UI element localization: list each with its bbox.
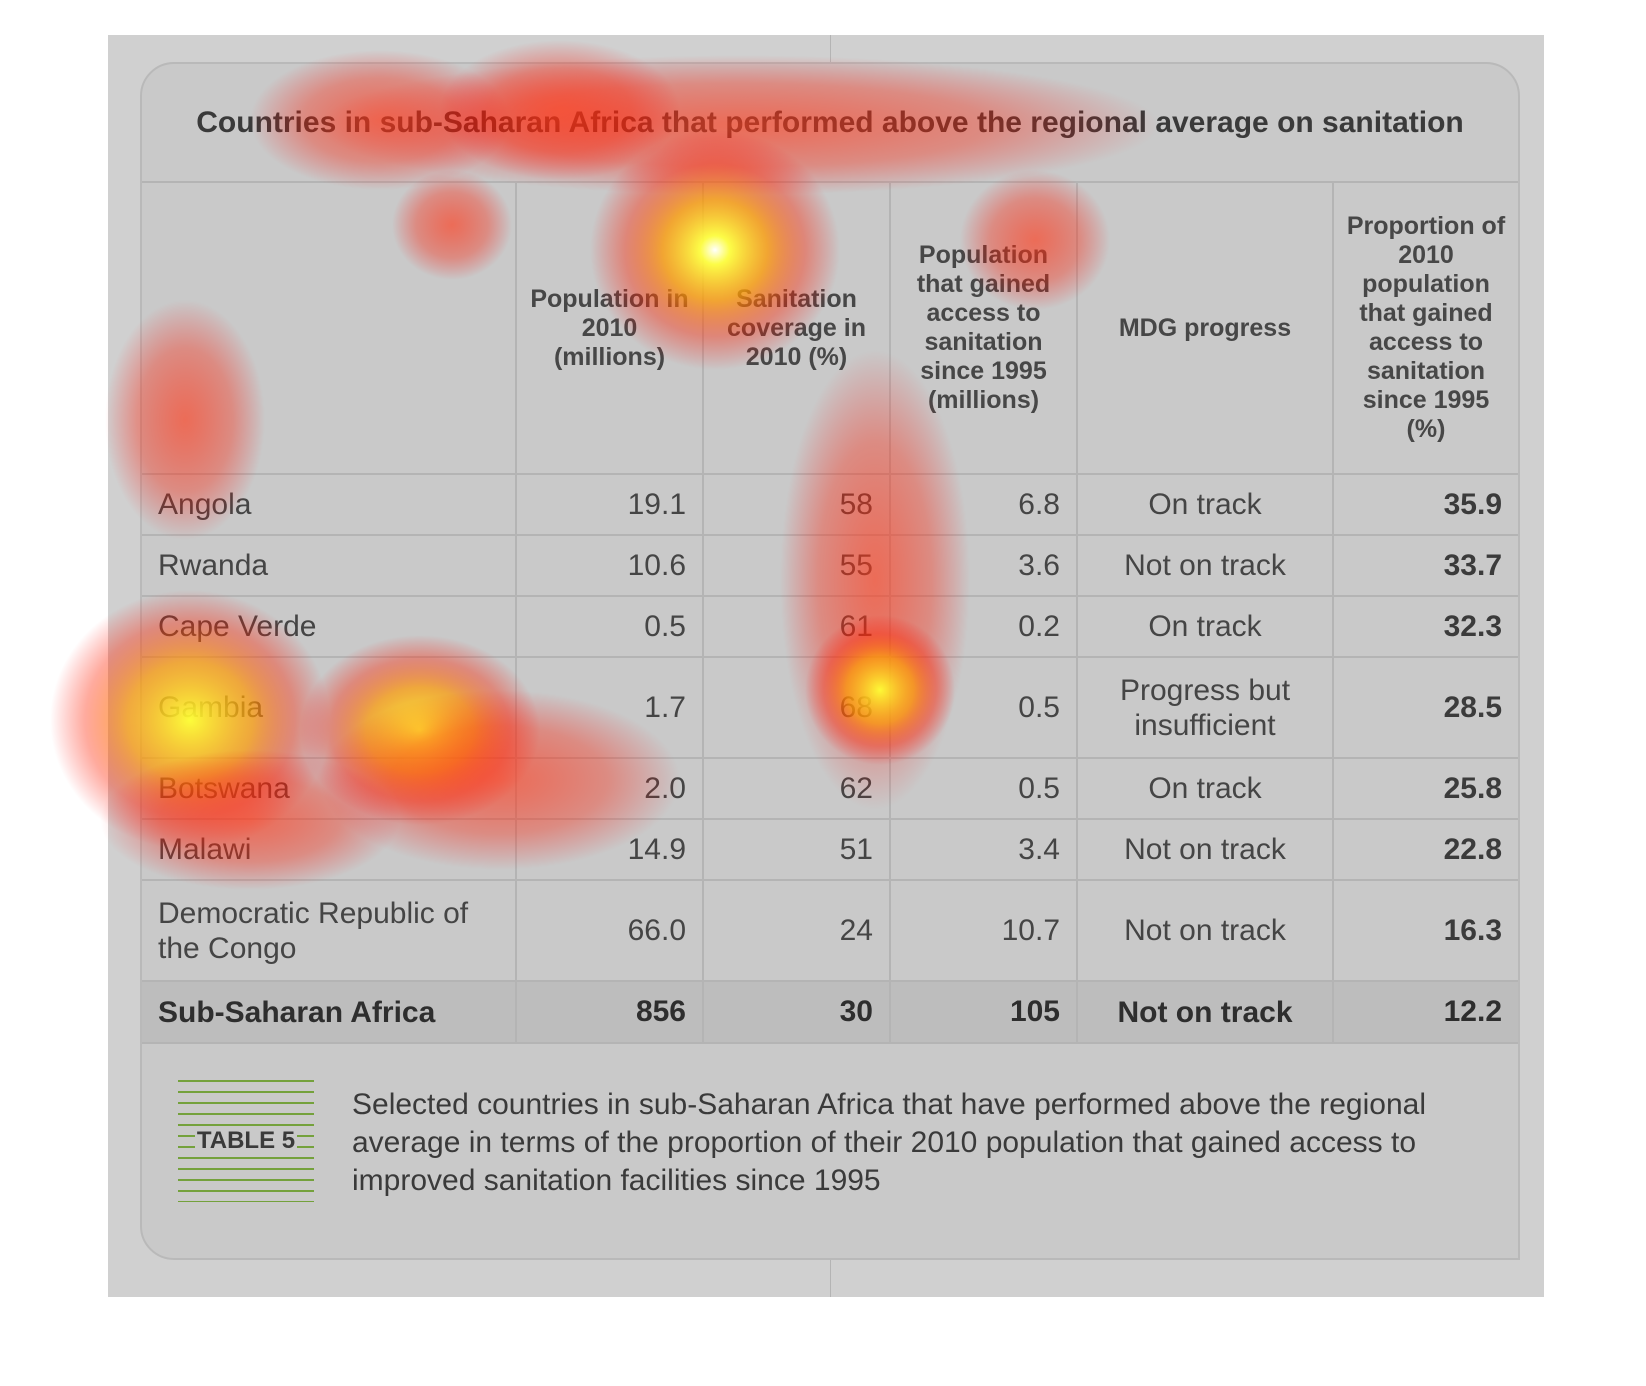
table-row: Botswana 2.0 62 0.5 On track 25.8 [142,757,1518,820]
population-cell: 0.5 [515,595,704,658]
proportion-cell: 28.5 [1332,656,1518,759]
country-cell: Malawi [142,818,517,881]
mdg-cell: Not on track [1076,879,1334,982]
mdg-cell: Progress but insufficient [1076,656,1334,759]
mdg-cell: Not on track [1076,818,1334,881]
country-cell: Democratic Republic of the Congo [142,879,517,982]
caption-area: TABLE 5 Selected countries in sub-Sahara… [142,1044,1518,1239]
column-header-population: Population in 2010 (millions) [515,183,704,475]
proportion-cell: 25.8 [1332,757,1518,820]
gained-cell: 0.5 [889,757,1078,820]
gained-cell: 3.6 [889,534,1078,597]
gained-cell: 0.5 [889,656,1078,759]
total-row: Sub-Saharan Africa 856 30 105 Not on tra… [142,980,1518,1044]
mdg-cell: Not on track [1076,534,1334,597]
gained-cell: 3.4 [889,818,1078,881]
population-cell: 66.0 [515,879,704,982]
gained-cell: 10.7 [889,879,1078,982]
total-coverage-cell: 30 [702,980,891,1044]
proportion-cell: 32.3 [1332,595,1518,658]
column-header-coverage: Sanitation coverage in 2010 (%) [702,183,891,475]
table-row: Gambia 1.7 68 0.5 Progress but insuffici… [142,656,1518,759]
table-row: Angola 19.1 58 6.8 On track 35.9 [142,473,1518,536]
population-cell: 19.1 [515,473,704,536]
table-title: Countries in sub-Saharan Africa that per… [142,64,1518,183]
coverage-cell: 61 [702,595,891,658]
column-header-gained: Population that gained access to sanitat… [889,183,1078,475]
sanitation-table: Population in 2010 (millions) Sanitation… [142,183,1518,1044]
population-cell: 10.6 [515,534,704,597]
total-region-cell: Sub-Saharan Africa [142,980,517,1044]
coverage-cell: 68 [702,656,891,759]
table-row: Rwanda 10.6 55 3.6 Not on track 33.7 [142,534,1518,597]
proportion-cell: 33.7 [1332,534,1518,597]
coverage-cell: 55 [702,534,891,597]
population-cell: 2.0 [515,757,704,820]
proportion-cell: 16.3 [1332,879,1518,982]
total-gained-cell: 105 [889,980,1078,1044]
country-cell: Botswana [142,757,517,820]
column-header-proportion: Proportion of 2010 population that gaine… [1332,183,1518,475]
population-cell: 14.9 [515,818,704,881]
population-cell: 1.7 [515,656,704,759]
table-card: Countries in sub-Saharan Africa that per… [140,62,1520,1260]
coverage-cell: 51 [702,818,891,881]
country-cell: Angola [142,473,517,536]
table-label-badge: TABLE 5 [178,1080,314,1202]
gained-cell: 6.8 [889,473,1078,536]
proportion-cell: 22.8 [1332,818,1518,881]
coverage-cell: 24 [702,879,891,982]
column-header-country [142,183,517,475]
total-mdg-cell: Not on track [1076,980,1334,1044]
proportion-cell: 35.9 [1332,473,1518,536]
table-label: TABLE 5 [194,1127,298,1155]
mdg-cell: On track [1076,595,1334,658]
total-proportion-cell: 12.2 [1332,980,1518,1044]
total-population-cell: 856 [515,980,704,1044]
table-row: Democratic Republic of the Congo 66.0 24… [142,879,1518,982]
mdg-cell: On track [1076,757,1334,820]
header-row: Population in 2010 (millions) Sanitation… [142,183,1518,475]
country-cell: Rwanda [142,534,517,597]
coverage-cell: 62 [702,757,891,820]
country-cell: Gambia [142,656,517,759]
coverage-cell: 58 [702,473,891,536]
column-header-mdg: MDG progress [1076,183,1334,475]
table-row: Cape Verde 0.5 61 0.2 On track 32.3 [142,595,1518,658]
table-caption: Selected countries in sub-Saharan Africa… [352,1088,1426,1197]
country-cell: Cape Verde [142,595,517,658]
table-row: Malawi 14.9 51 3.4 Not on track 22.8 [142,818,1518,881]
gained-cell: 0.2 [889,595,1078,658]
mdg-cell: On track [1076,473,1334,536]
